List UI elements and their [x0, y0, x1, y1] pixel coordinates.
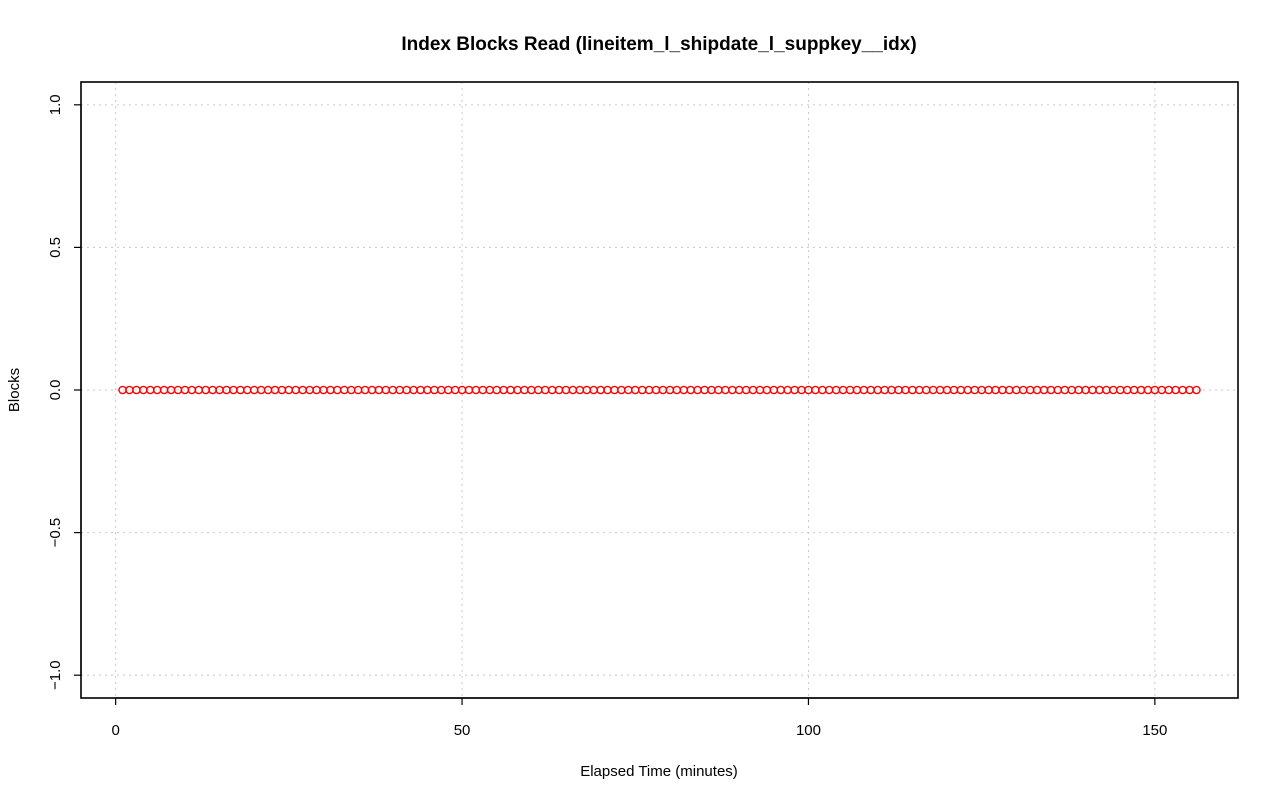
y-tick-label: −0.5: [47, 518, 64, 548]
x-axis-label: Elapsed Time (minutes): [580, 763, 738, 780]
x-tick-label: 50: [454, 722, 471, 739]
data-point: [991, 385, 1000, 395]
data-point: [139, 385, 148, 395]
data-point: [1192, 385, 1201, 395]
data-point: [942, 385, 952, 395]
y-tick-label: 1.0: [47, 94, 64, 115]
x-tick-label: 100: [796, 722, 821, 739]
data-point: [388, 385, 398, 395]
data-point: [298, 385, 308, 395]
data-point: [229, 385, 238, 395]
data-point: [901, 385, 910, 395]
data-point: [970, 385, 980, 395]
data-point: [450, 385, 460, 395]
data-point: [568, 385, 578, 395]
data-point: [1060, 385, 1070, 395]
data-point: [1122, 385, 1132, 395]
data-point: [790, 385, 799, 395]
x-axis: 0 50 100 150: [111, 697, 1167, 739]
data-point: [630, 385, 640, 395]
y-tick-label: 0.0: [47, 380, 64, 401]
data-points: [118, 385, 1201, 395]
data-point: [811, 385, 820, 395]
data-point: [700, 385, 709, 395]
y-tick-label: −1.0: [47, 660, 64, 690]
chart-title: Index Blocks Read (lineitem_l_shipdate_l…: [401, 34, 916, 55]
y-axis-label: Blocks: [6, 368, 23, 412]
x-tick-label: 0: [111, 722, 119, 739]
data-point: [540, 385, 550, 395]
x-tick-label: 150: [1142, 722, 1167, 739]
y-tick-label: 0.5: [47, 237, 64, 258]
data-point: [658, 385, 668, 395]
grid-lines: [81, 82, 1238, 698]
data-point: [360, 385, 370, 395]
data-point: [1032, 385, 1042, 395]
data-point: [721, 385, 730, 395]
y-axis: −1.0 −0.5 0.0 0.5 1.0: [47, 94, 82, 690]
data-point: [118, 385, 127, 395]
data-point: [319, 385, 328, 395]
data-point: [208, 385, 217, 395]
data-point: [478, 385, 488, 395]
data-point: [880, 385, 889, 395]
